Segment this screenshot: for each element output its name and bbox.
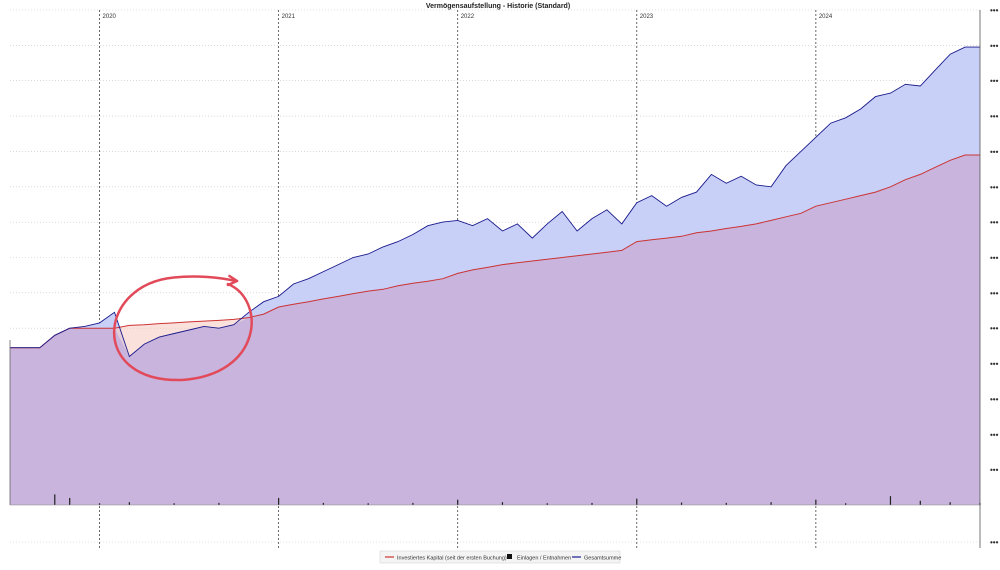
area-layer bbox=[10, 47, 980, 505]
annotation-layer bbox=[113, 274, 253, 382]
axis-layer: ••• ••• ••• ••• ••• ••• ••• ••• ••• ••• ••• ••• ••• •… bbox=[9, 6, 999, 548]
y-tick-label: ••• bbox=[990, 112, 999, 121]
y-tick-label: ••• bbox=[990, 41, 999, 50]
year-label: 2021 bbox=[282, 14, 296, 20]
y-tick-label: ••• bbox=[990, 147, 999, 156]
y-tick-label: ••• bbox=[990, 466, 999, 475]
deposit-bar bbox=[367, 503, 369, 505]
deposit-bar bbox=[322, 502, 324, 505]
deposit-bar bbox=[845, 503, 847, 505]
legend-swatch bbox=[507, 554, 512, 559]
deposit-bar bbox=[591, 502, 593, 505]
deposit-bar bbox=[412, 502, 414, 505]
overlap-area bbox=[10, 155, 980, 505]
y-tick-label: ••• bbox=[990, 538, 999, 547]
deposit-bar bbox=[218, 502, 220, 505]
invested-capital-line bbox=[10, 154, 980, 349]
y-tick-label: ••• bbox=[990, 254, 999, 263]
deposit-bar bbox=[501, 502, 504, 505]
deposit-bar bbox=[636, 498, 638, 505]
deposit-bar bbox=[173, 503, 175, 505]
deposit-bar bbox=[680, 502, 683, 505]
y-tick-label: ••• bbox=[990, 430, 999, 439]
deposit-bar bbox=[69, 497, 71, 505]
y-tick-label: ••• bbox=[990, 324, 999, 333]
total-line bbox=[10, 46, 980, 358]
y-tick-label: ••• bbox=[990, 183, 999, 192]
y-tick-label: ••• bbox=[990, 218, 999, 227]
deposit-bar bbox=[770, 502, 772, 505]
legend-box bbox=[379, 550, 621, 564]
legend: Investiertes Kapital (seit der ersten Bu… bbox=[379, 550, 621, 564]
deposit-bar bbox=[815, 499, 817, 505]
deposit-bar bbox=[725, 502, 727, 505]
year-label: 2022 bbox=[461, 14, 475, 20]
deposit-bar bbox=[54, 494, 56, 505]
annotation-circle bbox=[113, 275, 253, 382]
year-label: 2024 bbox=[819, 14, 833, 20]
deposit-bar bbox=[889, 496, 892, 505]
y-tick-label: ••• bbox=[990, 395, 999, 404]
deposit-bar bbox=[98, 503, 101, 505]
deposit-bar bbox=[546, 503, 548, 505]
deposit-bar bbox=[949, 502, 951, 505]
annotation-arrowhead bbox=[226, 274, 239, 287]
deposit-bar bbox=[457, 499, 459, 505]
legend-label: Einlagen / Entnahmen bbox=[517, 556, 571, 562]
legend-label: Gesamtsumme bbox=[584, 556, 621, 562]
year-label: 2023 bbox=[640, 14, 654, 20]
deposit-bar bbox=[278, 497, 280, 505]
chart-title: Vermögensaufstellung - Historie (Standar… bbox=[426, 3, 570, 10]
legend-label: Investiertes Kapital (seit der ersten Bu… bbox=[397, 556, 507, 562]
deposit-bar bbox=[919, 500, 921, 505]
deposit-bar bbox=[128, 502, 130, 505]
y-tick-label: ••• bbox=[990, 77, 999, 86]
y-tick-label: ••• bbox=[990, 6, 999, 15]
year-label: 2020 bbox=[103, 14, 117, 20]
y-tick-label: ••• bbox=[990, 289, 999, 298]
y-tick-label: ••• bbox=[990, 360, 999, 369]
line-layer bbox=[10, 46, 980, 358]
